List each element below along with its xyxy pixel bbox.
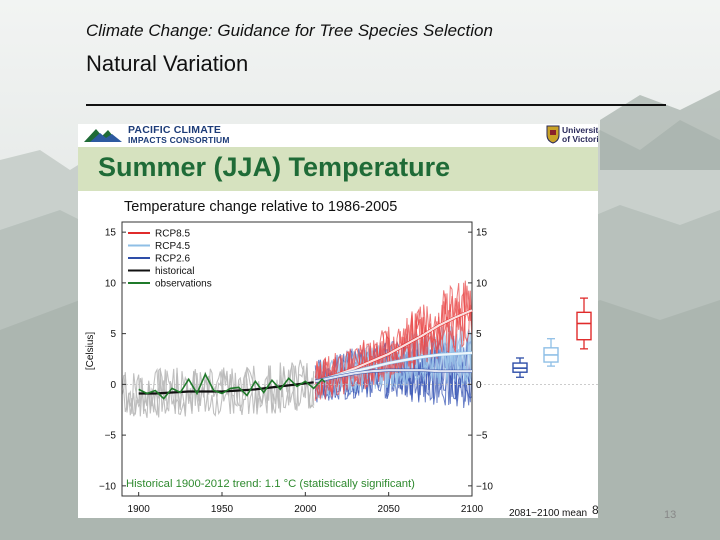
legend-label: historical — [155, 266, 194, 277]
legend-label: RCP4.5 — [155, 241, 190, 252]
y-tick-label: 0 — [110, 380, 116, 391]
y-axis-label: [Celsius] — [85, 332, 96, 371]
ensemble-spread — [121, 280, 473, 418]
y-tick-label-right: 0 — [476, 380, 482, 391]
panel-page-number: 8 — [592, 503, 598, 517]
boxplot-label: 2081−2100 mean — [509, 508, 587, 518]
legend-label: observations — [155, 279, 212, 290]
plot-border — [121, 221, 473, 497]
uvic-logo-text: University of Victoria — [562, 126, 598, 144]
y-tick-label-right: −10 — [476, 481, 493, 492]
chart-title: Temperature change relative to 1986-2005 — [124, 199, 397, 215]
series-line-rcp8.5 — [314, 309, 473, 383]
y-tick-label-right: 5 — [476, 329, 482, 340]
boxplot-panel — [512, 297, 592, 378]
pcic-line-1: PACIFIC CLIMATE — [128, 124, 222, 136]
ensemble-member-rcp8.5 — [315, 282, 473, 400]
uvic-line-1: University — [562, 125, 598, 135]
title-underline — [86, 104, 666, 106]
trend-annotation: Historical 1900-2012 trend: 1.1 °C (stat… — [126, 478, 415, 490]
series-lines — [138, 308, 473, 400]
chart-panel: PACIFIC CLIMATE IMPACTS CONSORTIUM Unive… — [78, 124, 598, 518]
y-tick-label: 5 — [110, 329, 116, 340]
legend-label: RCP2.6 — [155, 254, 190, 265]
plot-frame — [121, 221, 598, 497]
boxplot-rcp8.5 — [576, 297, 592, 350]
y-tick-label-right: 15 — [476, 228, 488, 239]
pcic-line-2: IMPACTS CONSORTIUM — [128, 135, 230, 145]
series-line-observations — [138, 372, 326, 400]
boxplot-rcp2.6 — [512, 357, 528, 378]
legend-item-historical: historical — [128, 266, 194, 277]
legend-item-observations: observations — [128, 279, 212, 290]
slide-supertitle: Climate Change: Guidance for Tree Specie… — [86, 21, 493, 40]
legend-item-rcp2.6: RCP2.6 — [128, 254, 190, 265]
x-tick-label: 2100 — [461, 504, 484, 515]
x-tick-label: 1950 — [211, 504, 234, 515]
boxplot-rcp4.5 — [543, 338, 559, 367]
y-tick-label-right: −5 — [476, 431, 488, 442]
chart-header: Summer (JJA) Temperature — [98, 152, 451, 182]
boxplot-box — [576, 311, 592, 341]
logo-bar: PACIFIC CLIMATE IMPACTS CONSORTIUM Unive… — [78, 124, 598, 147]
x-tick-label: 1900 — [128, 504, 151, 515]
uvic-line-2: of Victoria — [562, 134, 598, 144]
y-tick-label: −10 — [99, 481, 116, 492]
pcic-logo-icon — [84, 129, 122, 142]
slide-title: Natural Variation — [86, 51, 249, 76]
legend-item-rcp4.5: RCP4.5 — [128, 241, 190, 252]
uvic-crest-icon — [546, 125, 560, 144]
x-tick-label: 2050 — [378, 504, 401, 515]
legend-item-rcp8.5: RCP8.5 — [128, 229, 190, 240]
y-tick-label: 15 — [105, 228, 117, 239]
x-tick-label: 2000 — [294, 504, 317, 515]
chart-header-band: Summer (JJA) Temperature — [78, 147, 598, 191]
y-tick-label-right: 10 — [476, 278, 488, 289]
y-tick-label: 10 — [105, 278, 117, 289]
series-line-rcp2.6 — [315, 369, 472, 383]
temperature-chart: 15 15 10 10 5 5 0 0 −5 −5 −10 −10 1900 1950 2000 2050 21… — [85, 199, 598, 518]
y-tick-label: −5 — [105, 431, 117, 442]
axis-ticks: 15 15 10 10 5 5 0 0 −5 −5 −10 −10 1900 1950 2000 2050 21… — [99, 228, 493, 515]
legend-label: RCP8.5 — [155, 229, 190, 240]
pcic-logo-text: PACIFIC CLIMATE IMPACTS CONSORTIUM — [128, 125, 230, 145]
slide-number: 13 — [664, 509, 677, 521]
